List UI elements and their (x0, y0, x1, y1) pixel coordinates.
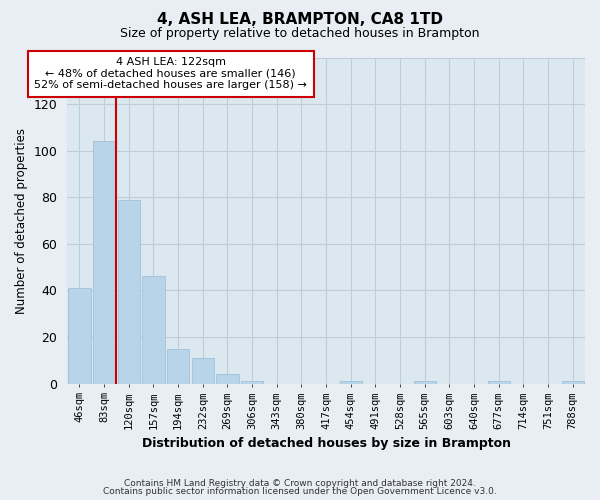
Bar (562, 381, 584, 384)
Bar (413, 381, 436, 384)
Bar (241, 381, 263, 384)
Bar (340, 381, 362, 384)
Text: Size of property relative to detached houses in Brampton: Size of property relative to detached ho… (120, 28, 480, 40)
Bar (142, 276, 164, 384)
X-axis label: Distribution of detached houses by size in Brampton: Distribution of detached houses by size … (142, 437, 511, 450)
Bar (191, 358, 214, 384)
Bar (118, 200, 140, 384)
Bar (488, 381, 510, 384)
Text: 4 ASH LEA: 122sqm
← 48% of detached houses are smaller (146)
52% of semi-detache: 4 ASH LEA: 122sqm ← 48% of detached hous… (34, 57, 307, 90)
Text: Contains HM Land Registry data © Crown copyright and database right 2024.: Contains HM Land Registry data © Crown c… (124, 478, 476, 488)
Y-axis label: Number of detached properties: Number of detached properties (15, 128, 28, 314)
Bar (217, 374, 239, 384)
Text: Contains public sector information licensed under the Open Government Licence v3: Contains public sector information licen… (103, 488, 497, 496)
Bar (93, 142, 115, 384)
Bar (167, 348, 189, 384)
Text: 4, ASH LEA, BRAMPTON, CA8 1TD: 4, ASH LEA, BRAMPTON, CA8 1TD (157, 12, 443, 28)
Bar (68, 288, 91, 384)
